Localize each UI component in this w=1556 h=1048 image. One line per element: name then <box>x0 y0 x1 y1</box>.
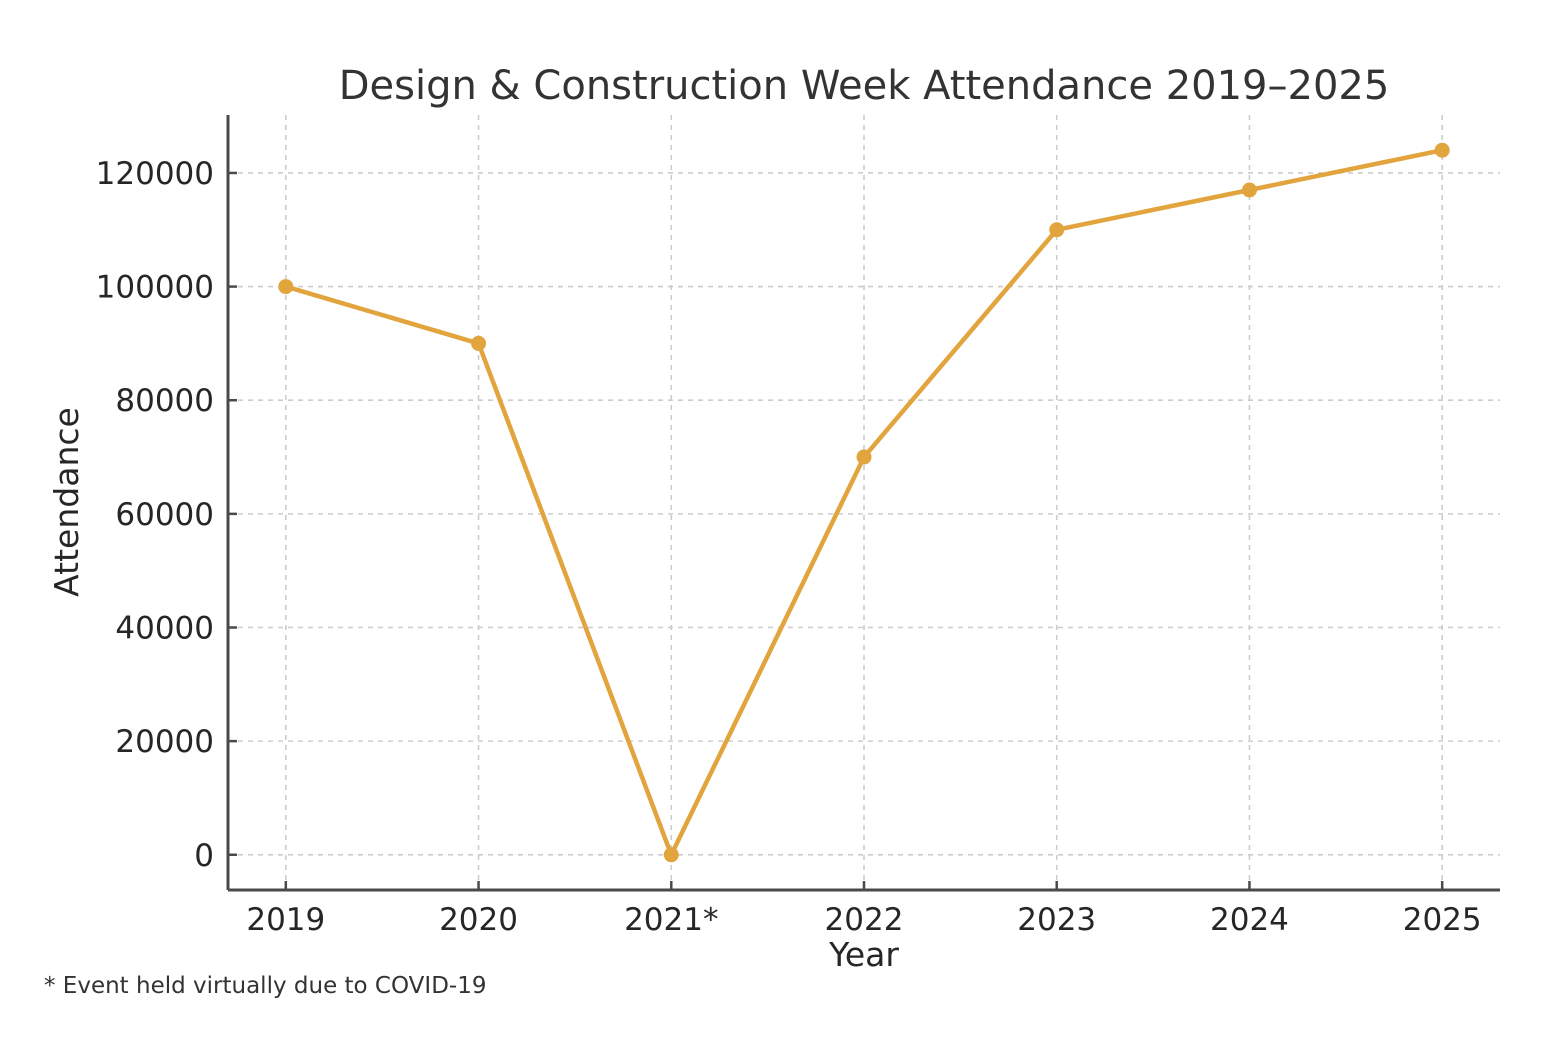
y-axis-label: Attendance <box>47 407 86 597</box>
y-tick-label: 20000 <box>115 724 214 760</box>
y-tick-label: 120000 <box>96 156 214 192</box>
footnote: * Event held virtually due to COVID-19 <box>44 973 486 999</box>
x-tick-label: 2025 <box>1403 902 1482 938</box>
tick-labels: 2019 2020 2021* 2022 2023 2024 2025 0 20000 40000… <box>96 156 1482 938</box>
chart-title: Design & Construction Week Attendance 20… <box>339 63 1390 109</box>
data-point <box>1434 142 1450 158</box>
x-tick-label: 2022 <box>825 902 904 938</box>
data-point <box>1241 182 1257 198</box>
x-tick-label: 2023 <box>1017 902 1096 938</box>
series-layer <box>278 142 1450 863</box>
data-point <box>663 847 679 863</box>
tick-marks <box>228 171 1444 890</box>
x-tick-label: 2021* <box>624 902 718 938</box>
y-tick-label: 0 <box>194 838 214 874</box>
axes-spines <box>226 115 1500 892</box>
gridlines <box>228 115 1500 890</box>
y-tick-label: 40000 <box>115 611 214 647</box>
data-point <box>278 279 294 295</box>
x-tick-label: 2020 <box>439 902 518 938</box>
data-point <box>856 449 872 465</box>
x-tick-label: 2019 <box>246 902 325 938</box>
y-tick-label: 80000 <box>115 383 214 419</box>
x-axis-label: Year <box>828 935 899 974</box>
data-point <box>471 335 487 351</box>
y-tick-label: 60000 <box>115 497 214 533</box>
data-point <box>1049 222 1065 238</box>
y-tick-label: 100000 <box>96 270 214 306</box>
x-tick-label: 2024 <box>1210 902 1289 938</box>
